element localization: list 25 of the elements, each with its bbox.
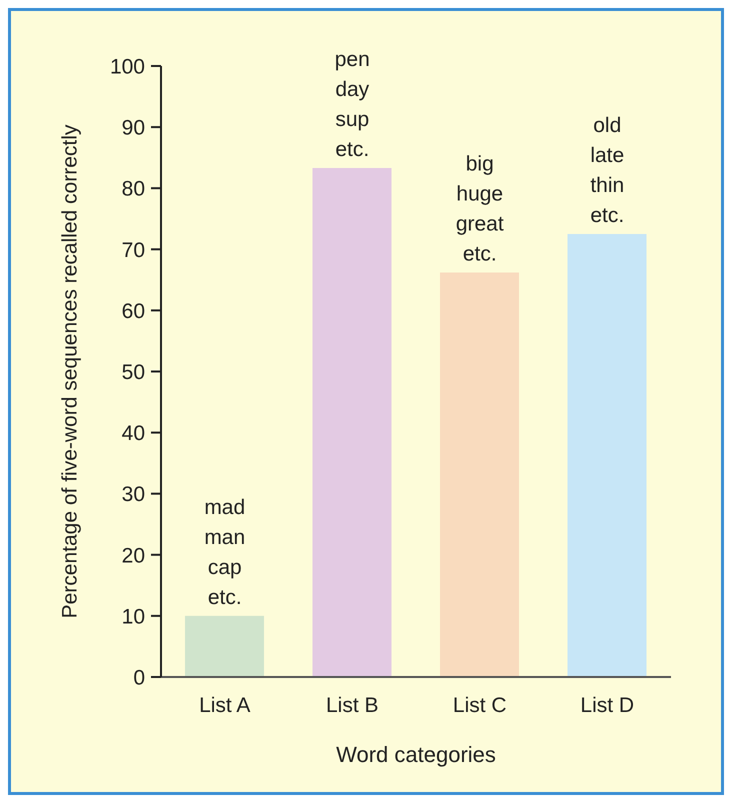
bar <box>312 168 392 677</box>
y-tick-label: 0 <box>133 666 145 690</box>
annotation: old late thin etc. <box>590 114 624 228</box>
y-tick-label: 70 <box>122 238 145 262</box>
bar <box>568 234 646 677</box>
x-tick-label: List D <box>580 694 634 717</box>
annotation: big huge great etc. <box>456 152 504 266</box>
y-tick-label: 90 <box>122 116 145 140</box>
y-tick-label: 80 <box>122 178 145 201</box>
x-axis-title: Word categories <box>336 742 496 767</box>
y-tick-label: 100 <box>110 55 145 78</box>
y-tick-label: 60 <box>122 300 145 323</box>
bar <box>440 272 519 677</box>
x-tick-label: List C <box>452 694 507 717</box>
y-tick-label: 20 <box>122 544 145 568</box>
bar <box>185 616 264 677</box>
x-tick-label: List A <box>199 694 250 717</box>
annotation: mad man cap etc. <box>204 496 246 609</box>
y-tick-label: 50 <box>122 360 145 384</box>
y-tick-label: 30 <box>122 483 145 506</box>
y-tick-label: 10 <box>122 605 145 628</box>
y-axis-title: Percentage of five-word sequences recalled correctly <box>58 124 82 618</box>
y-tick-label: 40 <box>122 422 145 446</box>
annotation: pen day sup etc. <box>334 48 370 162</box>
x-tick-label: List B <box>326 694 379 717</box>
